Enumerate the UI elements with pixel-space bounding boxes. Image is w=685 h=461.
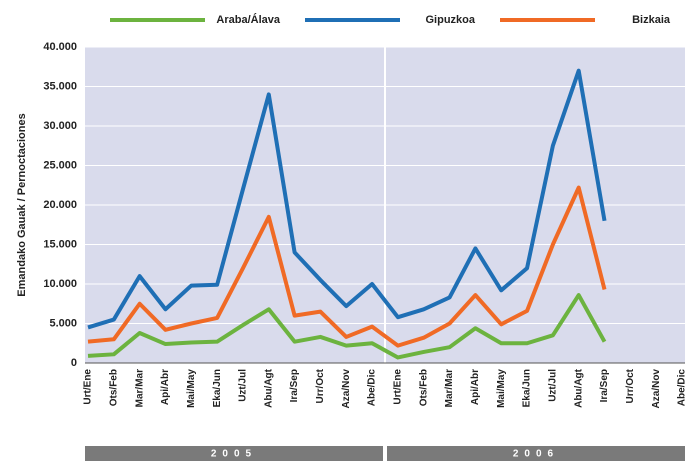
legend-label: Bizkaia (632, 14, 671, 26)
series-line (87, 68, 607, 330)
legend-label: Araba/Álava (216, 13, 280, 26)
x-tick-label: Abe/Dic (677, 369, 685, 407)
group-bar (387, 446, 685, 461)
y-tick-label: 10.000 (43, 278, 77, 290)
x-tick-label: Abu/Agt (573, 368, 584, 408)
x-tick-label: Urr/Oct (315, 368, 326, 403)
y-tick-label: 35.000 (43, 80, 77, 92)
y-axis-label: Emandako Gauak / Pernoctaciones (16, 113, 28, 296)
y-tick-label: 30.000 (43, 120, 77, 132)
x-tick-label: Aza/Nov (651, 369, 662, 409)
y-tick-label: 0 (71, 357, 77, 369)
x-tick-label: Mar/Mar (444, 369, 455, 407)
x-tick-label: Eka/Jun (522, 369, 533, 407)
group-label: 2005 (211, 449, 257, 460)
legend-label: Gipuzkoa (425, 14, 475, 26)
y-tick-label: 20.000 (43, 199, 77, 211)
x-tick-label: Mai/May (186, 369, 197, 408)
x-tick-label: Mai/May (496, 369, 507, 408)
y-tick-label: 15.000 (43, 238, 77, 250)
x-tick-label: Ira/Sep (289, 369, 300, 402)
x-tick-label: Mar/Mar (134, 369, 145, 407)
group-bar (85, 446, 383, 461)
x-tick-label: Uzt/Jul (548, 369, 559, 402)
x-tick-label: Ots/Feb (418, 369, 429, 406)
x-tick-label: Ots/Feb (108, 369, 119, 406)
series-line (87, 293, 607, 360)
x-tick-label: Urr/Oct (625, 368, 636, 403)
x-tick-label: Aza/Nov (341, 369, 352, 409)
x-tick-label: Urt/Ene (83, 369, 94, 405)
y-tick-label: 5.000 (49, 317, 77, 329)
x-tick-label: Eka/Jun (212, 369, 223, 407)
x-tick-label: Urt/Ene (393, 369, 404, 405)
y-tick-label: 25.000 (43, 159, 77, 171)
x-tick-label: Abu/Agt (263, 368, 274, 408)
x-tick-label: Uzt/Jul (238, 369, 249, 402)
series-line (87, 185, 607, 348)
group-label: 2006 (513, 449, 559, 460)
x-tick-label: Ira/Sep (599, 369, 610, 402)
x-tick-label: Api/Abr (470, 369, 481, 405)
x-tick-label: Abe/Dic (367, 369, 378, 407)
y-tick-label: 40.000 (43, 41, 77, 53)
x-tick-label: Api/Abr (160, 369, 171, 405)
